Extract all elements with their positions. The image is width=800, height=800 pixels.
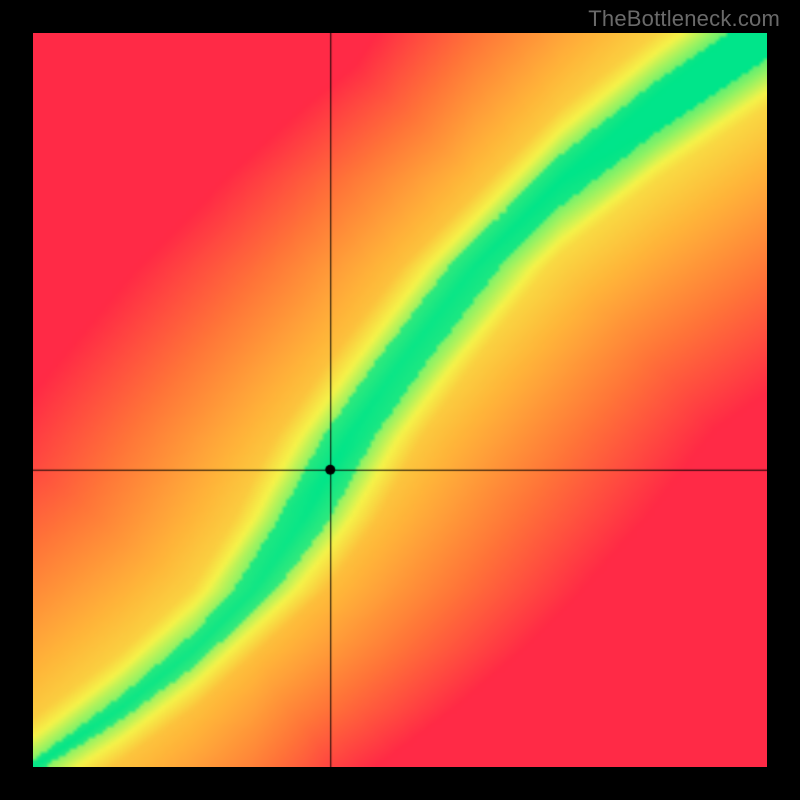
watermark-text: TheBottleneck.com — [588, 6, 780, 32]
bottleneck-heatmap — [33, 33, 767, 767]
